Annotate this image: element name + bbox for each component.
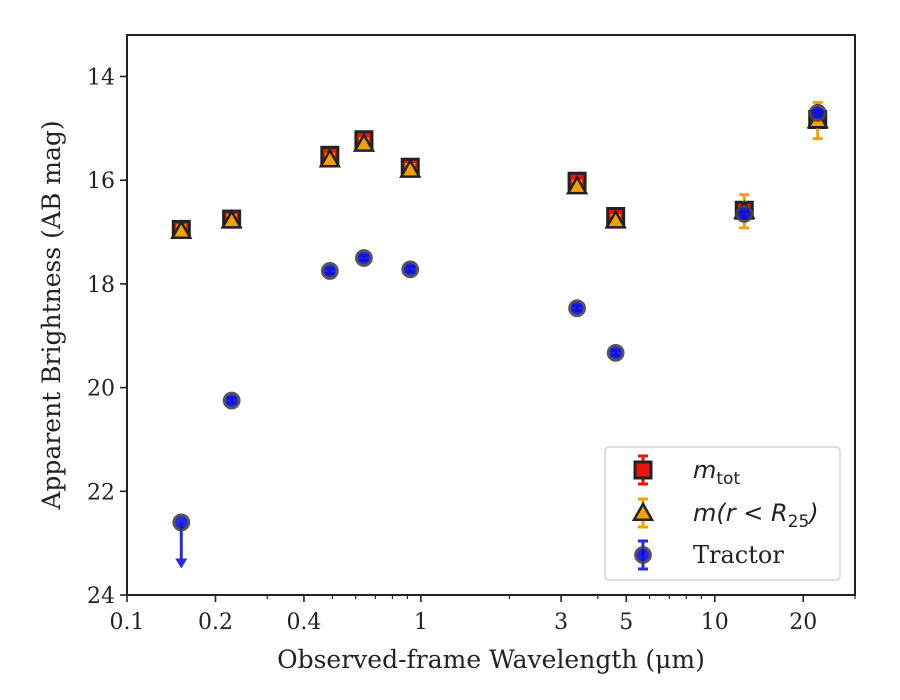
legend-marker	[634, 546, 652, 564]
data-point	[735, 204, 754, 223]
axes	[126, 34, 856, 596]
x-tick-label: 0.1	[110, 610, 145, 635]
data-point	[606, 343, 625, 362]
series-mtot	[171, 110, 828, 239]
y-axis-ticks: 14 16 18 20 22 24	[87, 65, 127, 609]
x-axis-ticks: 0.1 0.2 0.4 1 3 5 10 20	[110, 595, 856, 635]
legend-item-mtot: mtot	[633, 454, 740, 489]
data-point	[401, 260, 420, 279]
y-axis-title: Apparent Brightness (AB mag)	[37, 120, 66, 510]
data-point	[318, 147, 341, 168]
data-point	[170, 219, 193, 239]
x-tick-label: 0.4	[286, 610, 321, 635]
data-point	[172, 513, 191, 532]
legend-item-tractor: Tractor	[634, 539, 784, 571]
y-tick-label: 22	[87, 480, 115, 505]
legend-label: Tractor	[693, 541, 784, 569]
data-point	[568, 299, 586, 318]
series-tractor	[172, 103, 827, 569]
legend-box	[604, 446, 841, 581]
x-tick-label: 1	[414, 610, 428, 635]
data-point	[808, 103, 827, 122]
y-tick-label: 14	[87, 65, 115, 90]
data-point	[222, 391, 241, 410]
plot-frame	[126, 34, 856, 596]
data-point	[355, 249, 373, 267]
x-tick-label: 3	[554, 610, 568, 635]
data-point	[220, 209, 243, 229]
data-point	[352, 132, 376, 152]
data-point	[320, 262, 339, 280]
y-tick-label: 20	[87, 377, 115, 402]
y-tick-label: 18	[87, 273, 115, 298]
x-tick-label: 10	[701, 610, 729, 635]
plot-area	[170, 100, 829, 569]
y-tick-label: 16	[87, 169, 115, 194]
legend-marker	[631, 501, 655, 521]
data-point	[604, 209, 627, 229]
y-tick-label: 24	[87, 584, 115, 609]
legend-label: m(r < R25)	[693, 499, 819, 532]
x-tick-label: 0.2	[198, 610, 233, 635]
x-tick-label: 20	[789, 610, 817, 635]
x-tick-label: 5	[619, 610, 633, 635]
legend-item-mr25: m(r < R25)	[631, 497, 819, 532]
upper-limit-arrowhead	[175, 558, 188, 569]
legend: mtot m(r < R25) Tractor	[604, 446, 841, 581]
legend-label: mtot	[693, 456, 740, 489]
legend-marker	[633, 460, 653, 480]
series-mr25	[170, 100, 829, 239]
data-point	[565, 174, 589, 195]
x-axis-title: Observed-frame Wavelength (μm)	[277, 645, 705, 674]
data-point	[399, 158, 422, 178]
